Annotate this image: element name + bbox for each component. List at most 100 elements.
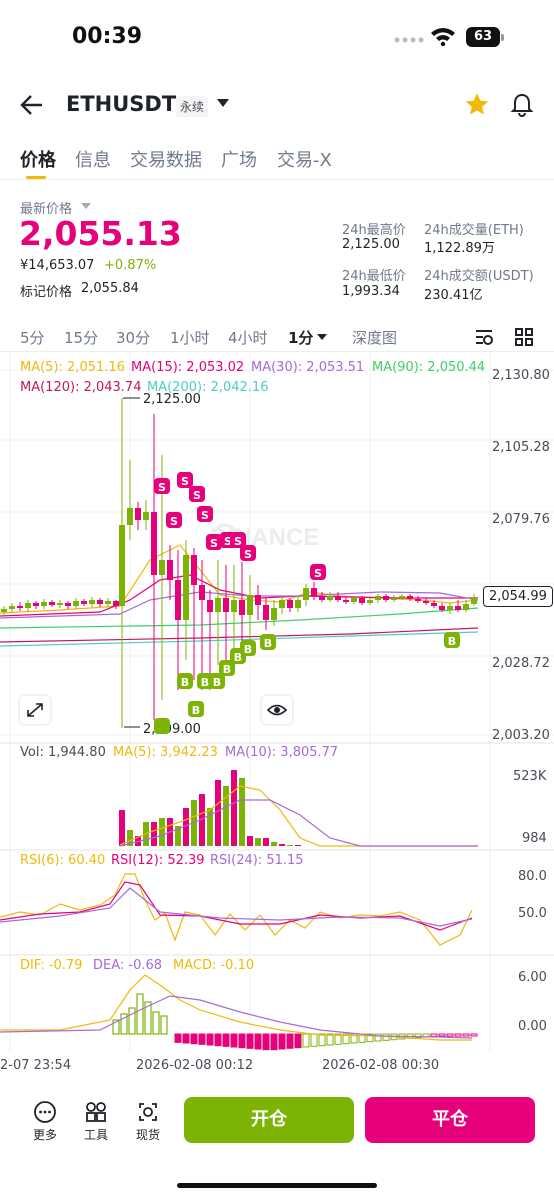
candle-body bbox=[127, 508, 133, 525]
volume-bar bbox=[255, 838, 261, 846]
spot-button[interactable]: 现货 bbox=[128, 1100, 168, 1143]
close-position-button[interactable]: 平仓 bbox=[365, 1097, 535, 1143]
candle-body bbox=[407, 596, 413, 599]
marker-label: S bbox=[201, 509, 209, 522]
volume-bars bbox=[119, 770, 301, 846]
price-axis-label: 2,003.20 bbox=[492, 728, 550, 743]
rsi12-line bbox=[0, 881, 473, 931]
tab-info[interactable]: 信息 bbox=[75, 150, 111, 171]
candle-body bbox=[231, 600, 237, 612]
marker-label: S bbox=[193, 489, 201, 502]
tools-grid-icon bbox=[86, 1102, 106, 1122]
interval-bar: 5分 15分 30分 1小时 4小时 1分 深度图 bbox=[0, 322, 554, 352]
vol-axis-top: 523K bbox=[513, 769, 547, 784]
vol-ma5-label: MA(5): 3,942.23 bbox=[113, 745, 218, 760]
status-bar: 00:39 63 bbox=[0, 0, 554, 70]
dea-line bbox=[0, 995, 473, 1039]
buy-marker bbox=[177, 673, 193, 689]
macd-bar bbox=[414, 1033, 422, 1039]
bell-icon[interactable] bbox=[510, 92, 534, 118]
volume-bar bbox=[239, 778, 245, 846]
volume-bar bbox=[279, 844, 285, 846]
macd-bar bbox=[470, 1033, 478, 1037]
layout-grid-icon[interactable] bbox=[514, 327, 534, 347]
cny-price: ¥14,653.07 bbox=[20, 258, 95, 273]
marker-label: B bbox=[181, 676, 189, 689]
price-axis-label: 2,130.80 bbox=[492, 368, 550, 383]
favorite-star-icon[interactable] bbox=[463, 91, 491, 118]
candle-body bbox=[81, 601, 87, 604]
interval-chevron-icon[interactable] bbox=[317, 334, 327, 341]
volume-bar bbox=[263, 838, 269, 846]
high-label: 24h最高价 bbox=[342, 223, 406, 238]
indicator-settings-icon[interactable] bbox=[474, 327, 494, 347]
interval-1h[interactable]: 1小时 bbox=[170, 329, 210, 347]
macd-bar bbox=[438, 1033, 446, 1037]
ma5-label: MA(5): 2,051.16 bbox=[20, 360, 125, 375]
candle-body bbox=[303, 588, 309, 600]
more-button[interactable]: 更多 bbox=[25, 1100, 65, 1143]
volume-value: 1,122.89万 bbox=[424, 241, 495, 256]
candle-body bbox=[105, 601, 111, 604]
price-change: +0.87% bbox=[104, 258, 157, 273]
symbol-title[interactable]: ETHUSDT bbox=[66, 92, 177, 116]
candle-body bbox=[375, 596, 381, 600]
sell-marker bbox=[240, 545, 256, 561]
marker-label: B bbox=[264, 637, 272, 650]
volume-bar bbox=[223, 786, 229, 846]
candlesticks bbox=[1, 398, 477, 728]
macd-bar bbox=[446, 1033, 454, 1037]
macd-bar bbox=[136, 993, 144, 1035]
buy-marker bbox=[219, 660, 235, 676]
macd-bar bbox=[326, 1033, 334, 1046]
toggle-visibility-button[interactable] bbox=[262, 696, 292, 724]
interval-5m[interactable]: 5分 bbox=[20, 329, 45, 347]
marker-label: B bbox=[213, 676, 221, 689]
tab-trade-x[interactable]: 交易-X bbox=[277, 150, 332, 171]
volume-bar bbox=[175, 826, 181, 846]
tab-square[interactable]: 广场 bbox=[221, 150, 257, 171]
tools-button[interactable]: 工具 bbox=[76, 1100, 116, 1143]
vol-ma10-label: MA(10): 3,805.77 bbox=[225, 745, 339, 760]
macd-bar bbox=[366, 1033, 374, 1043]
interval-4h[interactable]: 4小时 bbox=[228, 329, 268, 347]
volume-bar bbox=[295, 845, 301, 846]
high-value: 2,125.00 bbox=[342, 237, 400, 252]
macd-bar bbox=[246, 1033, 254, 1049]
dif-line bbox=[0, 974, 472, 1041]
sell-marker bbox=[177, 472, 193, 488]
macd-bar bbox=[128, 1007, 136, 1035]
marker-label: B bbox=[192, 704, 200, 717]
macd-bar bbox=[382, 1033, 390, 1041]
low-annotation: 2,009.00 bbox=[143, 722, 201, 737]
volume-bar bbox=[271, 842, 277, 846]
depth-chart-tab[interactable]: 深度图 bbox=[352, 329, 398, 347]
latest-price-label[interactable]: 最新价格 bbox=[20, 202, 73, 217]
candle-body bbox=[463, 604, 469, 610]
tab-price[interactable]: 价格 bbox=[20, 150, 56, 171]
macd-bar bbox=[190, 1033, 198, 1045]
interval-30m[interactable]: 30分 bbox=[116, 329, 151, 347]
buy-marker bbox=[260, 634, 276, 650]
vol-ma5-line bbox=[119, 785, 478, 847]
candle-body bbox=[17, 606, 23, 608]
interval-15m[interactable]: 15分 bbox=[64, 329, 99, 347]
buy-marker bbox=[188, 701, 204, 717]
candle-body bbox=[175, 580, 181, 620]
candle-body bbox=[279, 600, 285, 608]
macd-bar bbox=[152, 1011, 160, 1035]
amount-value: 230.41亿 bbox=[424, 288, 483, 303]
chevron-down-icon[interactable] bbox=[216, 98, 230, 108]
macd-bar bbox=[238, 1033, 246, 1049]
tab-trading-data[interactable]: 交易数据 bbox=[130, 150, 202, 171]
candle-body bbox=[383, 596, 389, 600]
open-position-button[interactable]: 开仓 bbox=[184, 1097, 354, 1143]
back-arrow-icon[interactable] bbox=[20, 94, 44, 116]
fullscreen-button[interactable] bbox=[20, 696, 50, 724]
interval-1m[interactable]: 1分 bbox=[288, 329, 314, 347]
volume-bar bbox=[207, 808, 213, 846]
sell-marker bbox=[206, 534, 222, 550]
candle-body bbox=[367, 600, 373, 603]
marker-label: S bbox=[170, 515, 178, 528]
